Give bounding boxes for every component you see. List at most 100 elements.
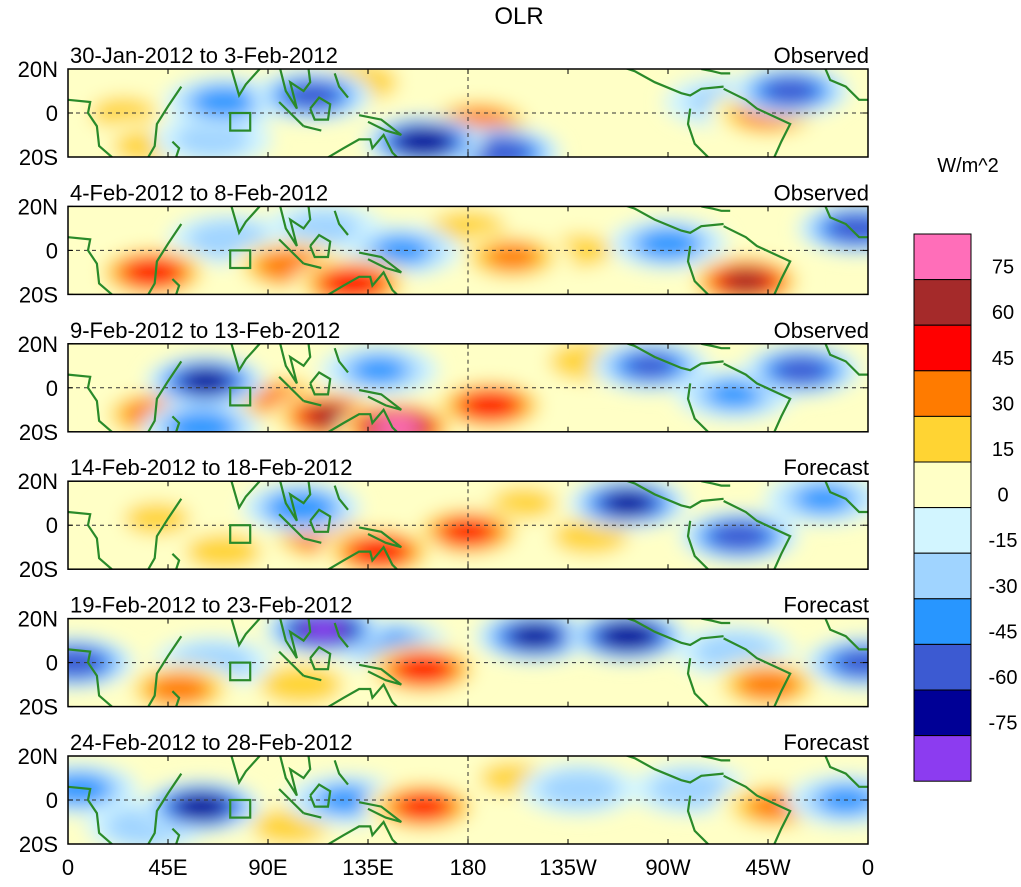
- africa-west-coast: [68, 98, 114, 157]
- panel-type: Forecast: [783, 593, 869, 618]
- panel-plot-area: [68, 206, 868, 295]
- sumatra-coast: [278, 513, 305, 540]
- x-tick-label: 180: [450, 855, 487, 880]
- anomaly-contour: [649, 770, 732, 808]
- caribbean-islands: [701, 618, 731, 625]
- philippines-coast: [333, 760, 349, 786]
- colorbar-units: W/m^2: [937, 155, 999, 177]
- reference-box: [229, 386, 252, 407]
- y-tick-label: 0: [46, 651, 58, 676]
- y-tick-label: 20N: [18, 57, 58, 82]
- se-asia-coast: [279, 343, 312, 384]
- caribbean-islands: [701, 481, 731, 487]
- colorbar-swatch: [913, 735, 972, 782]
- colorbar-label: 30: [992, 393, 1014, 415]
- sumatra-coast: [278, 101, 305, 127]
- panel-plot-area: [68, 756, 868, 844]
- colorbar-label: -60: [989, 667, 1018, 689]
- india-coast: [230, 756, 262, 786]
- coastlines: [68, 206, 868, 295]
- anomaly-mark: [685, 255, 806, 295]
- africa-west-coast: [68, 648, 114, 707]
- anomaly-mark: [763, 481, 868, 525]
- anomaly-contour: [471, 138, 532, 157]
- anomaly-contour: [395, 127, 452, 156]
- anomaly-contour: [124, 502, 190, 535]
- south-america-east-coast: [723, 774, 792, 844]
- anomaly-mark: [92, 246, 213, 295]
- java-coast: [303, 537, 322, 544]
- panel-type: Observed: [774, 180, 869, 205]
- anomaly-mark: [452, 231, 573, 283]
- y-tick-label: 20N: [18, 744, 58, 769]
- anomaly-contour: [796, 485, 851, 513]
- x-axis: 0 45E 90E 135E 180 135W 90W 45W 0: [62, 855, 874, 880]
- anomaly-contour: [148, 674, 210, 704]
- australia-coast: [326, 407, 399, 432]
- new-guinea-coast: [358, 663, 402, 686]
- india-coast: [230, 618, 262, 648]
- africa-east-coast: [147, 85, 183, 157]
- y-tick-label: 0: [46, 513, 58, 538]
- india-coast: [230, 206, 262, 236]
- central-america-coast: [624, 618, 724, 647]
- colorbar-swatch: [913, 233, 972, 281]
- anomaly-contour: [167, 411, 236, 432]
- new-guinea-coast: [358, 251, 402, 274]
- anomaly-contour: [286, 211, 362, 246]
- central-america-coast: [624, 206, 724, 234]
- anomaly-contour: [318, 786, 373, 814]
- south-america-east-coast: [723, 637, 792, 707]
- reference-box: [229, 524, 252, 544]
- anomaly-mark: [141, 401, 262, 432]
- west-africa-coast: [824, 343, 868, 376]
- y-tick-label: 0: [46, 238, 58, 263]
- south-america-east-coast: [723, 362, 792, 432]
- colorbar-swatch: [913, 279, 972, 326]
- y-tick-label: 0: [46, 101, 58, 126]
- anomaly-mark: [141, 780, 262, 833]
- y-tick-label: 0: [46, 376, 58, 401]
- anomaly-mark: [430, 379, 551, 432]
- borneo-coast: [309, 645, 332, 671]
- anomaly-mark: [568, 481, 688, 530]
- new-guinea-coast: [358, 114, 402, 137]
- anomaly-contour: [374, 237, 429, 264]
- madagascar-coast: [171, 278, 181, 295]
- anomaly-mark: [145, 355, 266, 408]
- reference-box: [229, 798, 252, 819]
- anomaly-contour: [175, 793, 227, 820]
- central-america-coast: [624, 343, 724, 372]
- y-tick-label: 20S: [19, 420, 58, 445]
- anomaly-contour: [637, 229, 699, 259]
- south-america-west-coast: [686, 658, 710, 707]
- colorbar-swatch: [913, 507, 972, 554]
- south-america-east-coast: [723, 225, 792, 295]
- anomaly-mark: [519, 763, 640, 815]
- x-tick-label: 45E: [148, 855, 187, 880]
- anomaly-contour: [462, 391, 518, 419]
- philippines-coast: [333, 622, 349, 648]
- colorbar-label: -45: [989, 621, 1018, 643]
- anomaly-mark: [796, 206, 868, 255]
- anomaly-mark: [241, 658, 362, 707]
- africa-east-coast: [147, 635, 183, 707]
- philippines-coast: [333, 485, 349, 511]
- west-africa-coast: [824, 69, 868, 101]
- panel-period: 4-Feb-2012 to 8-Feb-2012: [70, 180, 328, 205]
- y-tick-label: 20N: [18, 607, 58, 632]
- x-tick-label: 135E: [342, 855, 393, 880]
- africa-east-coast: [147, 498, 183, 570]
- anomaly-mark: [608, 217, 728, 270]
- anomaly-contour: [625, 353, 675, 379]
- anomaly-contour: [182, 369, 229, 394]
- panel-period: 30-Jan-2012 to 3-Feb-2012: [70, 43, 338, 68]
- colorbar-label: 75: [992, 257, 1014, 279]
- anomaly-contour: [762, 77, 818, 105]
- x-tick-label: 90E: [248, 855, 287, 880]
- java-coast: [303, 125, 322, 132]
- anomaly-contour: [773, 356, 829, 384]
- south-america-west-coast: [686, 108, 710, 157]
- panel-plot-area: [68, 343, 868, 432]
